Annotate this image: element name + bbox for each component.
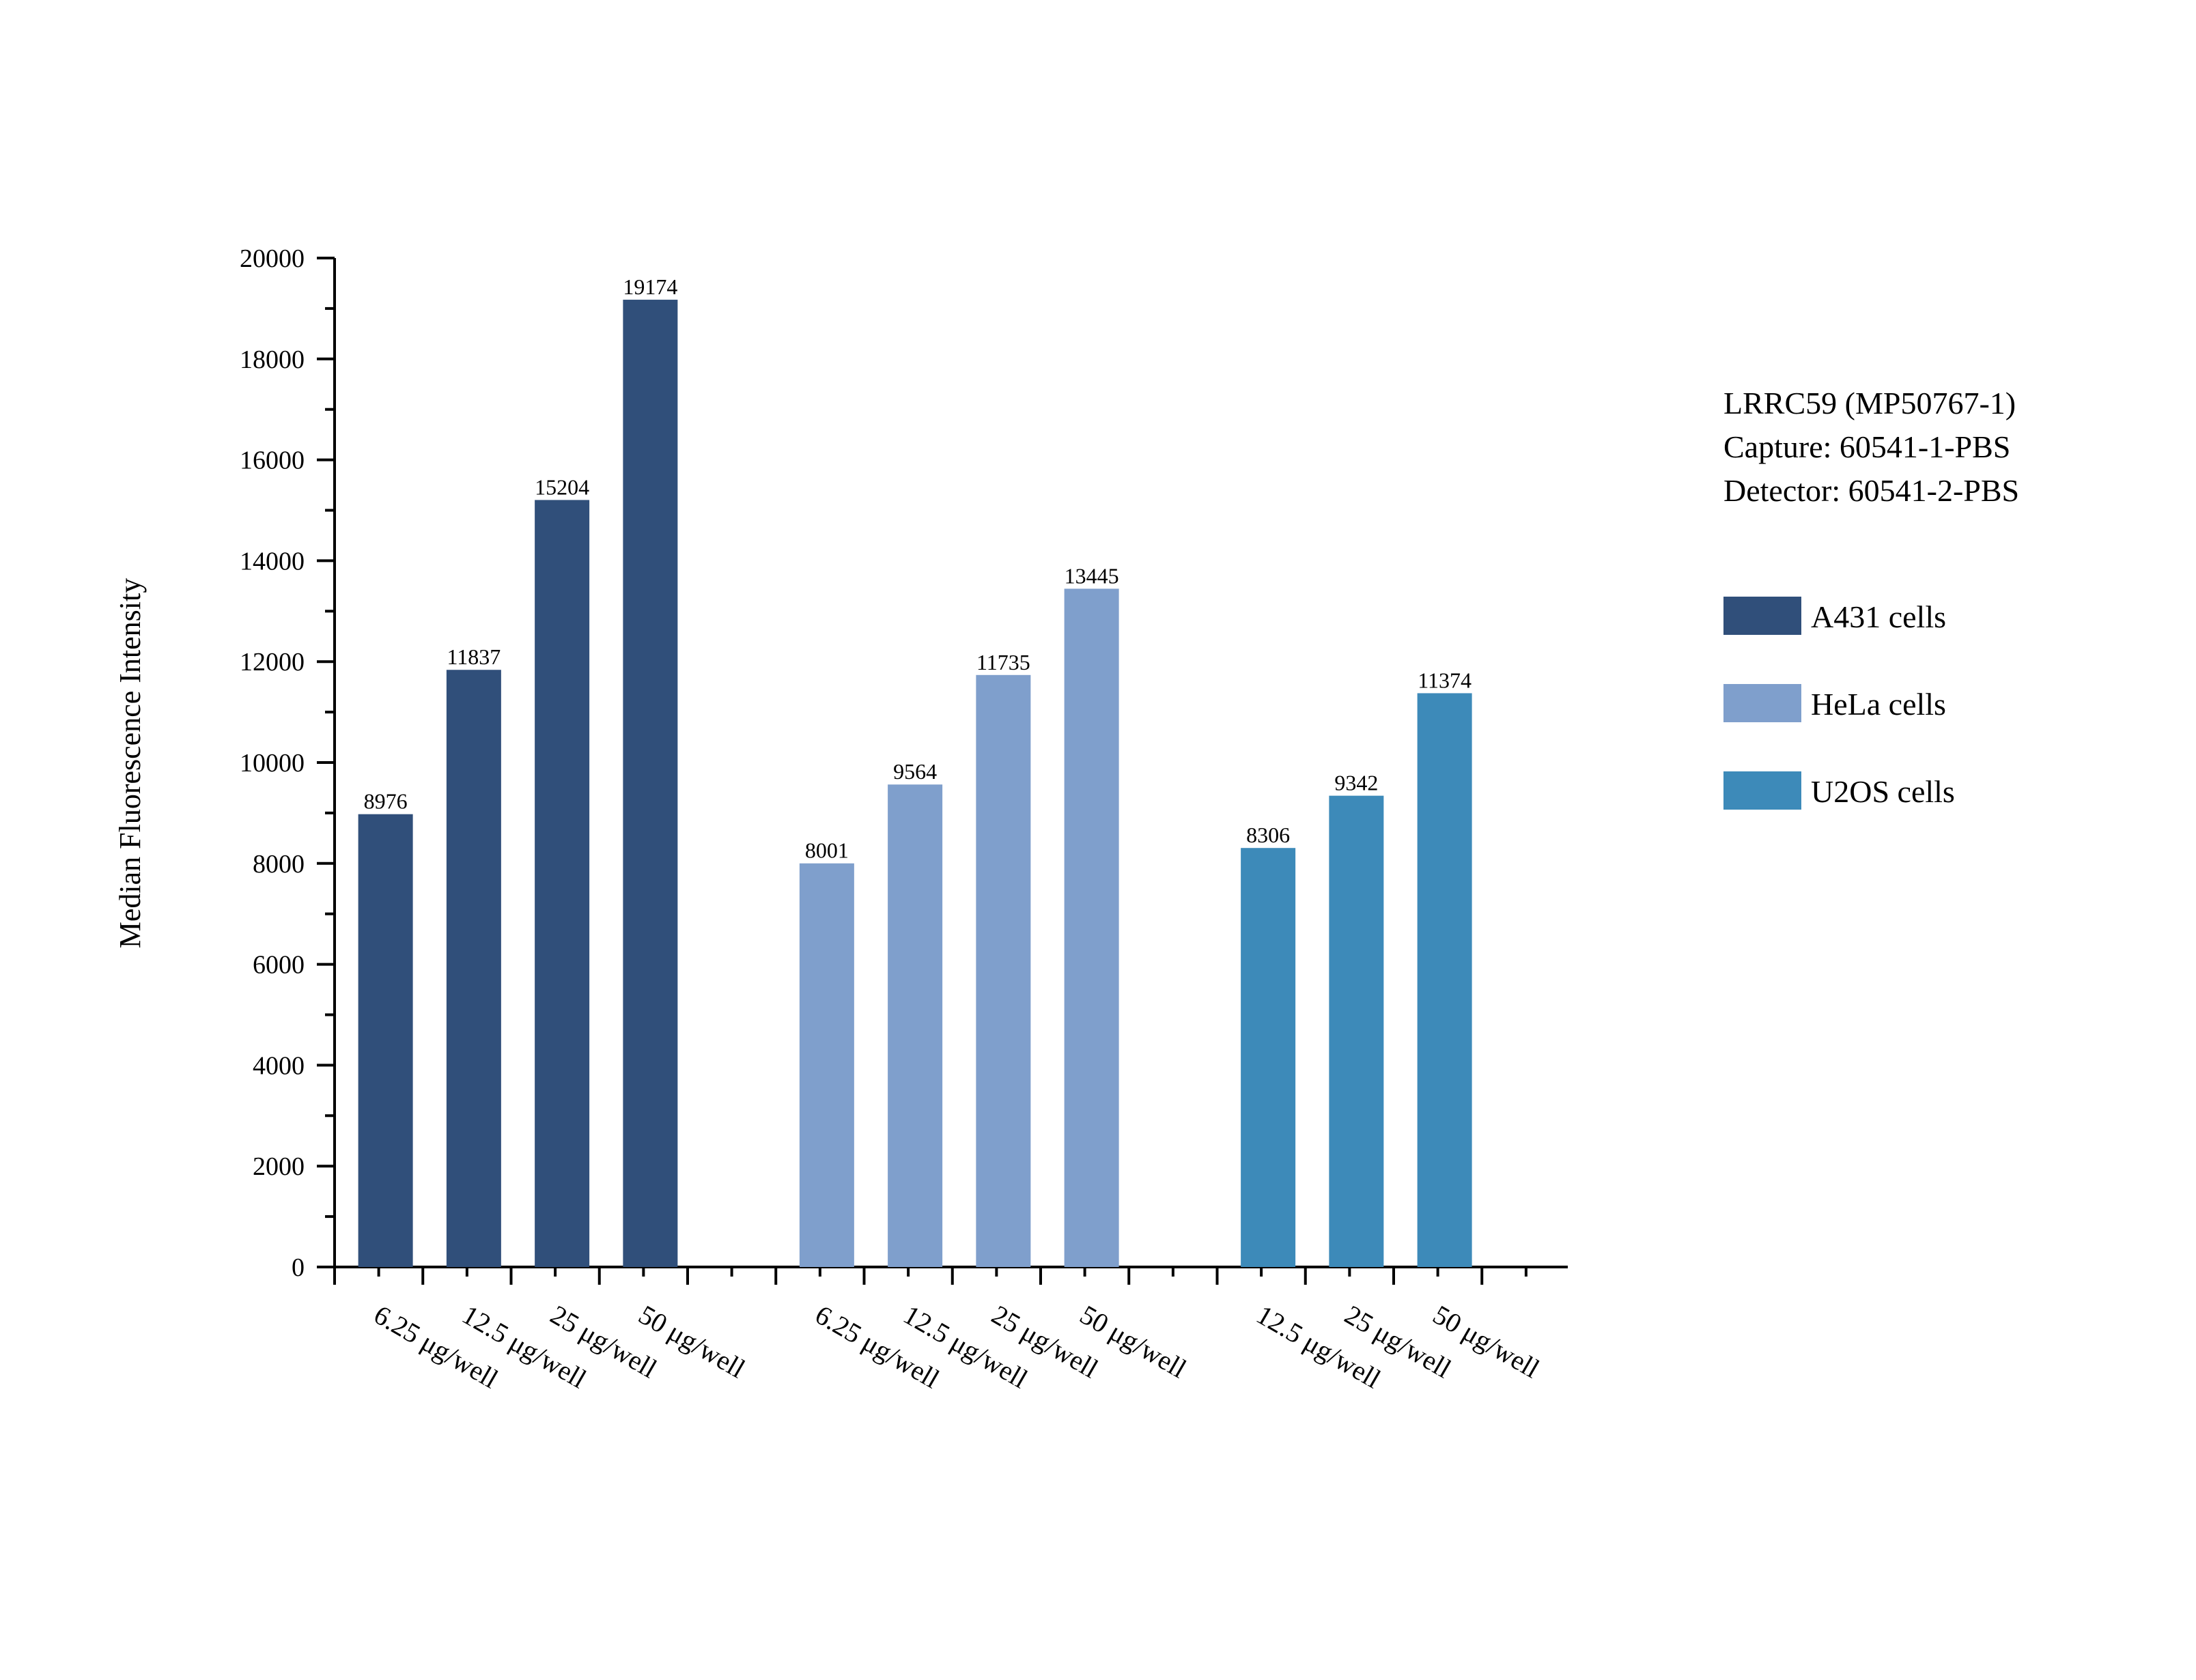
bar-a431-cells <box>358 814 413 1267</box>
bar-a431-cells <box>535 500 590 1268</box>
y-tick-label: 20000 <box>240 244 305 273</box>
y-axis: 0 2000 4000 6000 8000 10000 12000 14000 16000 180… <box>240 244 336 1285</box>
chart-info: LRRC59 (MP50767-1) Capture: 60541-1-PBS … <box>1723 386 2019 508</box>
bar-a431-cells <box>446 670 501 1267</box>
bar-a431-cells <box>623 300 678 1268</box>
legend-swatch-u2os-cells <box>1723 771 1801 810</box>
data-label: 11837 <box>447 644 501 669</box>
data-label: 8306 <box>1246 823 1290 847</box>
y-tick-label: 12000 <box>240 648 305 677</box>
y-axis-label: Median Fluorescence Intensity <box>113 578 147 949</box>
legend-label: HeLa cells <box>1811 687 1946 722</box>
y-tick-label: 16000 <box>240 446 305 475</box>
bar-u2os-cells <box>1241 848 1296 1267</box>
bar-hela-cells <box>976 674 1031 1267</box>
bar-u2os-cells <box>1329 795 1384 1267</box>
y-tick-label: 18000 <box>240 345 305 374</box>
bars: 8976 11837 15204 19174 8001 9564 11735 13445 830… <box>358 274 1472 1268</box>
y-tick-label: 10000 <box>240 749 305 778</box>
bar-u2os-cells <box>1417 693 1472 1267</box>
info-line-1: LRRC59 (MP50767-1) <box>1723 386 2016 421</box>
y-tick-label: 14000 <box>240 547 305 575</box>
legend-swatch-a431-cells <box>1723 597 1801 635</box>
data-label: 9342 <box>1334 771 1378 795</box>
legend-label: A431 cells <box>1811 599 1946 634</box>
data-label: 19174 <box>623 274 677 299</box>
y-tick-label: 6000 <box>253 951 305 980</box>
data-label: 11374 <box>1418 668 1472 692</box>
data-label: 15204 <box>535 474 589 499</box>
y-tick-label: 0 <box>292 1253 305 1282</box>
bar-hela-cells <box>1064 588 1119 1267</box>
bar-hela-cells <box>799 863 854 1267</box>
data-label: 8976 <box>364 789 408 814</box>
y-tick-label: 8000 <box>253 850 305 879</box>
info-line-3: Detector: 60541-2-PBS <box>1723 473 2019 508</box>
data-label: 11735 <box>976 650 1030 674</box>
y-tick-label: 4000 <box>253 1051 305 1080</box>
bar-hela-cells <box>888 784 943 1267</box>
info-line-2: Capture: 60541-1-PBS <box>1723 429 2010 464</box>
data-label: 9564 <box>893 759 937 784</box>
legend: A431 cells HeLa cells U2OS cells <box>1723 597 1955 810</box>
legend-label: U2OS cells <box>1811 774 1955 809</box>
data-label: 8001 <box>805 838 849 863</box>
data-label: 13445 <box>1065 563 1119 588</box>
legend-swatch-hela-cells <box>1723 684 1801 722</box>
y-tick-label: 2000 <box>253 1152 305 1181</box>
